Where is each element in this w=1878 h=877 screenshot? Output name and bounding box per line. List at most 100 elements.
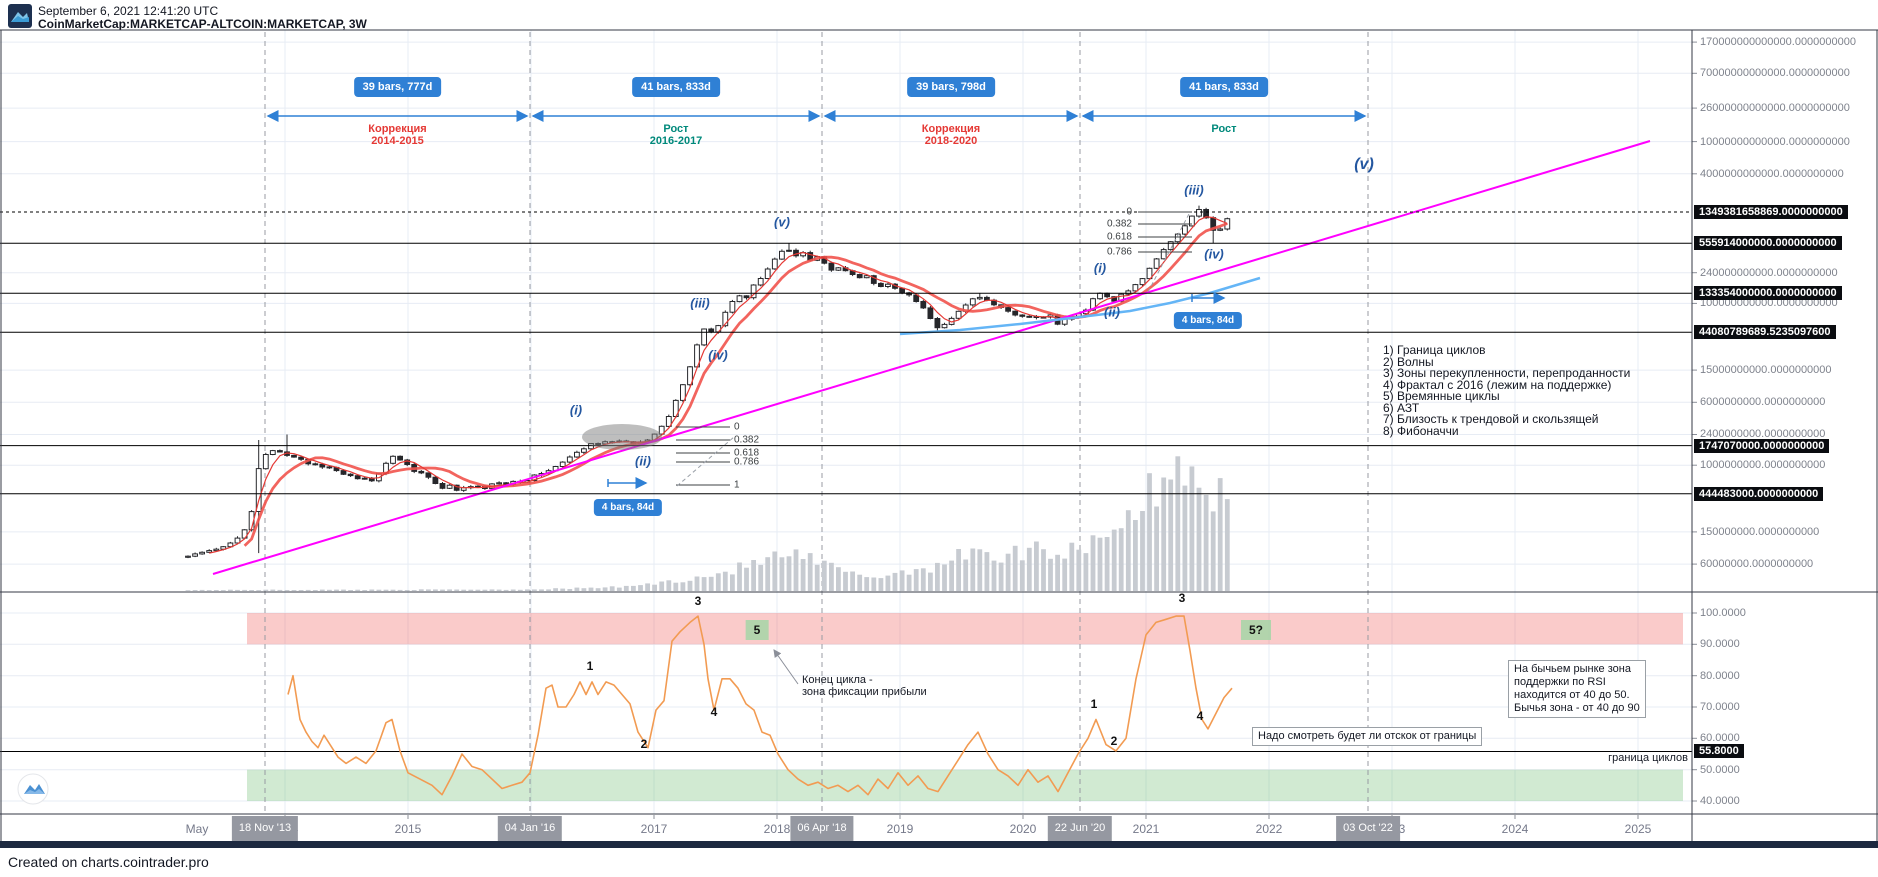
cycle-end-note[interactable]: Конец цикла - зона фиксации прибыли (802, 674, 927, 698)
price-axis-label[interactable]: 26000000000000.0000000000 (1700, 102, 1850, 115)
price-level-label[interactable]: 1747070000.0000000000 (1694, 438, 1830, 453)
elliott-wave-label[interactable]: (iii) (690, 295, 710, 311)
price-level-label[interactable]: 44080789689.5235097600 (1694, 325, 1836, 340)
x-axis-year-label[interactable]: 2024 (1501, 822, 1529, 836)
price-axis-label[interactable]: 4000000000000.0000000000 (1700, 167, 1844, 180)
legend-item: 4) Фрактал с 2016 (лежим на поддержке) (1383, 377, 1612, 392)
bounce-note-box[interactable]: Надо смотреть будет ли отскок от границы (1252, 727, 1483, 746)
price-level-label[interactable]: 555914000000.0000000000 (1694, 236, 1842, 251)
price-level-label[interactable]: 444483000.0000000000 (1694, 486, 1824, 501)
rsi-axis-label[interactable]: 50.0000 (1700, 763, 1740, 776)
fib-level-label[interactable]: 0 (734, 421, 740, 433)
fib-level-label[interactable]: 0 (1126, 206, 1132, 218)
chart-symbol-title[interactable]: CoinMarketCap:MARKETCAP-ALTCOIN:MARKETCA… (38, 17, 367, 31)
fib-level-label[interactable]: 0.618 (734, 447, 760, 459)
elliott-wave-label[interactable]: (iv) (1204, 246, 1224, 262)
fib-level-label[interactable]: 0.786 (1106, 246, 1132, 258)
elliott-wave-label[interactable]: (iii) (1184, 182, 1204, 198)
rsi-cycle-number[interactable]: 1 (1090, 697, 1098, 711)
x-axis-date-marker[interactable]: 18 Nov '13 (231, 816, 299, 841)
fib-level-label[interactable]: 0.786 (734, 456, 760, 468)
rsi-cycle-chip[interactable]: 5? (1240, 620, 1272, 640)
cycle-duration-box[interactable]: 41 bars, 833d (632, 77, 720, 97)
x-axis-year-label[interactable]: 2025 (1624, 822, 1652, 836)
legend-item: 5) Времянные циклы (1383, 389, 1500, 403)
legend-item: 2) Волны (1383, 354, 1434, 369)
rsi-cycle-number[interactable]: 1 (586, 659, 594, 673)
x-axis-label-may[interactable]: May (185, 822, 209, 836)
x-axis-year-label[interactable]: 2020 (1009, 822, 1037, 836)
elliott-wave-label[interactable]: (ii) (635, 453, 651, 469)
bars-duration-chip[interactable]: 4 bars, 84d (1173, 312, 1243, 329)
rsi-cycle-number[interactable]: 2 (1110, 734, 1118, 748)
logo-mountain-icon (8, 4, 32, 28)
cycle-phase-label[interactable]: Рост (1211, 123, 1237, 135)
price-level-label[interactable]: 1349381658869.0000000000 (1694, 205, 1848, 219)
price-axis-label[interactable]: 1000000000.0000000000 (1700, 459, 1826, 472)
x-axis-year-label[interactable]: 2022 (1255, 822, 1283, 836)
app-logo[interactable] (8, 4, 32, 28)
cycle-boundary-label: граница циклов (1608, 752, 1688, 764)
price-axis-label[interactable]: 2400000000.0000000000 (1700, 428, 1826, 441)
rsi-cycle-number[interactable]: 3 (694, 594, 702, 608)
legend-item: 3) Зоны перекупленности, перепроданности (1383, 366, 1631, 380)
x-axis-year-label[interactable]: 2018 (763, 822, 791, 836)
price-axis-label[interactable]: 170000000000000.0000000000 (1700, 36, 1856, 49)
x-axis-year-label[interactable]: 2017 (640, 822, 668, 836)
fib-level-label[interactable]: 0.382 (734, 434, 760, 446)
cycle-phase-label[interactable]: Коррекция 2018-2020 (921, 123, 981, 147)
legend-item: 1) Граница циклов (1383, 343, 1486, 357)
price-axis-label[interactable]: 150000000.0000000000 (1700, 525, 1820, 538)
bars-duration-chip[interactable]: 4 bars, 84d (593, 499, 663, 516)
price-axis-label[interactable]: 15000000000.0000000000 (1700, 364, 1832, 377)
cycle-duration-box[interactable]: 39 bars, 777d (353, 77, 442, 97)
legend-item: 6) АЗТ (1383, 400, 1420, 415)
cycle-phase-label[interactable]: Рост 2016-2017 (649, 123, 703, 147)
elliott-wave-label[interactable]: (v) (774, 214, 790, 230)
elliott-wave-label[interactable]: (ii) (1104, 304, 1120, 320)
elliott-wave-label[interactable]: (i) (569, 402, 583, 418)
x-axis-year-label[interactable]: 2015 (394, 822, 422, 836)
x-axis-year-label[interactable]: 2021 (1132, 822, 1160, 836)
rsi-axis-label[interactable]: 80.0000 (1700, 669, 1740, 682)
fib-level-label[interactable]: 0.382 (1106, 218, 1132, 230)
fib-level-label[interactable]: 0.618 (1106, 231, 1132, 243)
elliott-wave-label[interactable]: (v) (1354, 156, 1374, 173)
chart-datetime: September 6, 2021 12:41:20 UTC (38, 4, 219, 18)
x-axis-date-marker[interactable]: 06 Apr '18 (790, 816, 854, 841)
rsi-cycle-number[interactable]: 4 (1196, 709, 1204, 723)
x-axis-date-marker[interactable]: 04 Jan '16 (497, 816, 563, 841)
price-level-label[interactable]: 133354000000.0000000000 (1694, 286, 1842, 301)
x-axis-date-marker[interactable]: 03 Oct '22 (1336, 816, 1400, 841)
x-axis-date-marker[interactable]: 22 Jun '20 (1047, 816, 1113, 841)
rsi-axis-label[interactable]: 100.0000 (1700, 607, 1746, 619)
price-axis-label[interactable]: 60000000.0000000000 (1700, 558, 1814, 571)
rsi-axis-label[interactable]: 40.0000 (1700, 794, 1740, 807)
rsi-cycle-number[interactable]: 2 (640, 737, 648, 751)
footer-credit: Created on charts.cointrader.pro (8, 854, 209, 870)
elliott-wave-label[interactable]: (iv) (708, 347, 728, 363)
rsi-axis-label[interactable]: 90.0000 (1700, 638, 1740, 651)
fib-level-label[interactable]: 1 (734, 479, 740, 491)
price-axis-label[interactable]: 6000000000.0000000000 (1700, 396, 1826, 409)
price-axis-label[interactable]: 70000000000000.0000000000 (1700, 67, 1850, 80)
rsi-cycle-chip[interactable]: 5 (745, 620, 769, 640)
x-axis-year-label[interactable]: 2019 (886, 822, 914, 836)
cycle-phase-label[interactable]: Коррекция 2014-2015 (368, 123, 427, 147)
price-axis-label[interactable]: 10000000000000.0000000000 (1700, 135, 1850, 148)
price-axis-label[interactable]: 100000000000.0000000000 (1700, 297, 1838, 310)
rsi-cycle-number[interactable]: 3 (1178, 591, 1186, 605)
rsi-axis-label[interactable]: 70.0000 (1700, 700, 1740, 713)
cycle-duration-box[interactable]: 41 bars, 833d (1180, 77, 1268, 97)
elliott-wave-label[interactable]: (i) (1093, 260, 1107, 276)
rsi-axis-label[interactable]: 60.0000 (1700, 732, 1740, 745)
rsi-current-label[interactable]: 55.8000 (1694, 744, 1744, 759)
rsi-cycle-number[interactable]: 4 (710, 705, 718, 719)
bull-zone-note-box[interactable]: На бычьем рынке зона поддержки по RSI нахо… (1508, 660, 1646, 718)
legend-item: 7) Близость к трендовой и скользящей (1383, 412, 1599, 426)
cycle-duration-box[interactable]: 39 bars, 798d (907, 77, 995, 97)
legend-item: 8) Фибоначчи (1383, 423, 1459, 438)
price-axis-label[interactable]: 240000000000.0000000000 (1700, 266, 1838, 279)
